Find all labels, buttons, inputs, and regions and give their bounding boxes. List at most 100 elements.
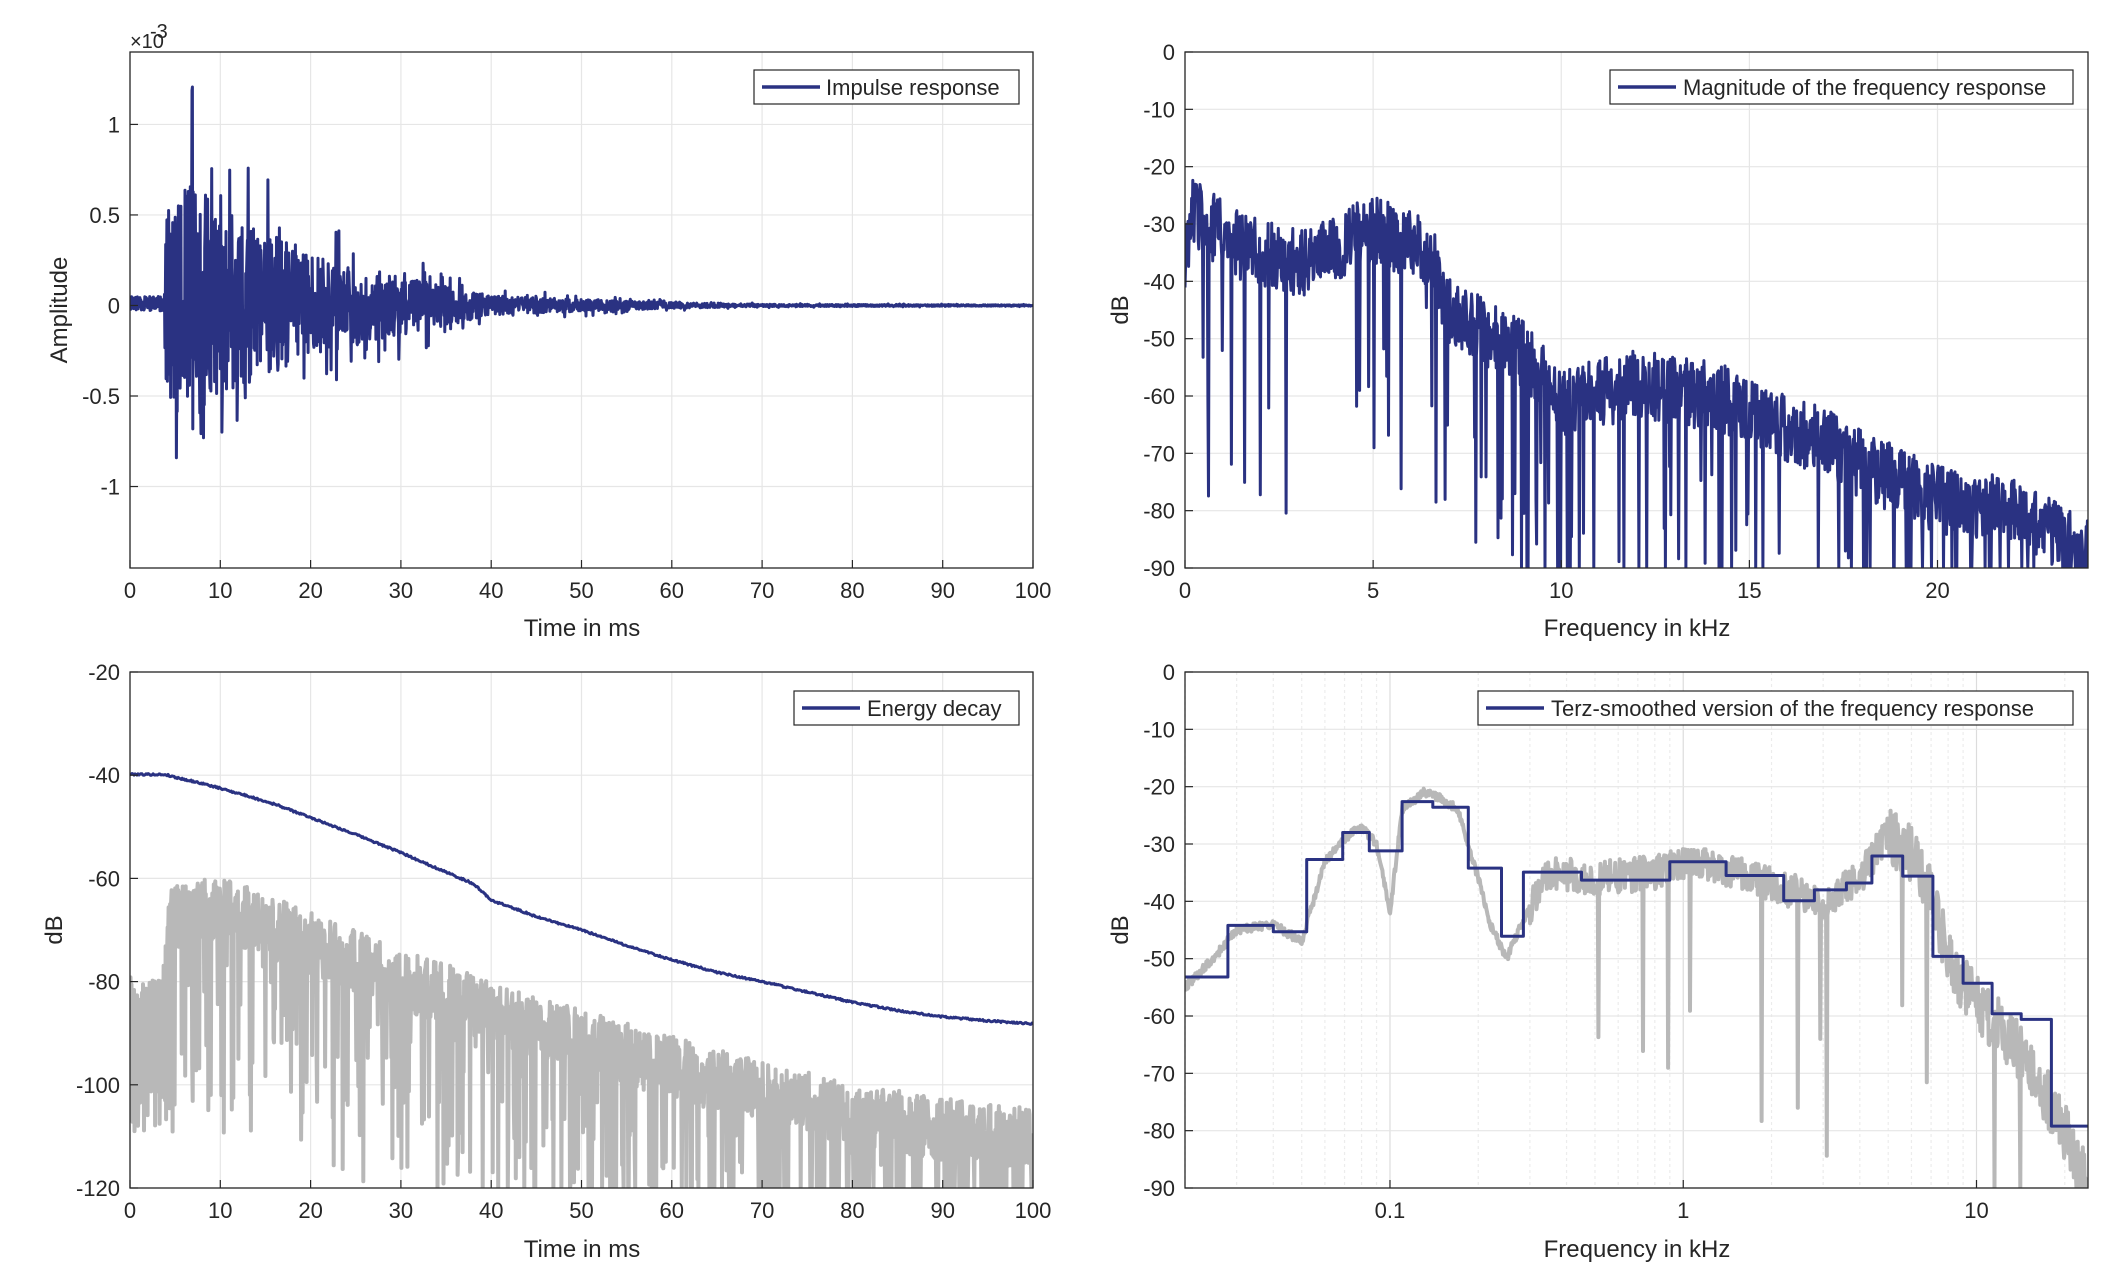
legend-box [1609,69,2074,105]
legend-label: Impulse response [826,75,1000,100]
y-tick-label: -40 [88,763,120,788]
y-axis-label: dB [41,915,68,944]
x-tick-label: 80 [840,578,864,603]
y-tick-label: 1 [108,112,120,137]
axes-frame [1184,671,2089,1189]
x-tick-label: 90 [930,578,954,603]
x-tick-label: 10 [1549,578,1573,603]
y-tick-label: -0.5 [82,384,120,409]
terz-smoothed-frequency-response-chart: 0.1 1 10 0 -10 -20 -30 -40 -50 -60 -70 -80 -90 Frequ… [1107,660,2089,1263]
x-tick-label: 0 [1179,578,1191,603]
y-axis-label: Amplitude [46,257,73,364]
y-tick-label: -80 [1143,499,1175,524]
y-tick-label: -50 [1143,947,1175,972]
plot-area: 0 10 20 30 40 50 60 70 80 90 100 -20 -40 -60 -80 -100 -1… [76,660,1051,1223]
x-tick-label: 20 [1925,578,1949,603]
x-tick-label: 90 [930,1198,954,1223]
x-tick-label: 100 [1015,578,1052,603]
series-group [130,85,1033,460]
series-group [130,772,1033,1188]
x-tick-label: 80 [840,1198,864,1223]
y-tick-label: 0.5 [89,203,120,228]
series-line-impulse-response [130,85,1033,460]
impulse-response-chart: 0 10 20 30 40 50 60 70 80 90 100 -1 -0.5 0 0.5 1 ×10 -3… [46,21,1051,642]
x-tick-label: 60 [660,578,684,603]
legend-label: Energy decay [867,696,1002,721]
x-tick-label: 0 [124,578,136,603]
series-line-energy-decay [130,772,1033,1026]
series-group [1185,178,2088,568]
legend: Impulse response [753,69,1020,105]
y-tick-label: -1 [100,475,120,500]
y-tick-label: 0 [1163,40,1175,65]
series-line-terz-smoothed-version-of-the-frequency-response [1185,800,2088,1128]
y-tick-label: -40 [1143,269,1175,294]
y-tick-label: -60 [88,866,120,891]
legend: Magnitude of the frequency response [1609,69,2074,105]
plot-area: 0 5 10 15 20 0 -10 -20 -30 -40 -50 -60 -70 -80 -90 [1143,40,2089,603]
y-tick-label: -90 [1143,1176,1175,1201]
x-tick-label: 100 [1015,1198,1052,1223]
x-axis-label: Frequency in kHz [1544,1236,1731,1263]
legend: Energy decay [793,690,1020,726]
y-exponent-power: -3 [150,21,168,43]
plot-area: 0.1 1 10 0 -10 -20 -30 -40 -50 -60 -70 -80 -90 [1143,660,2089,1223]
x-tick-label: 40 [479,578,503,603]
y-tick-label: -20 [1143,775,1175,800]
y-tick-label: -30 [1143,832,1175,857]
magnitude-frequency-response-chart: 0 5 10 15 20 0 -10 -20 -30 -40 -50 -60 -70 -80 -90 Fre… [1107,40,2089,642]
y-tick-label: -60 [1143,384,1175,409]
y-tick-label: -20 [1143,155,1175,180]
legend: Terz-smoothed version of the frequency r… [1477,690,2074,726]
y-tick-label: -80 [88,970,120,995]
x-tick-label: 20 [298,1198,322,1223]
y-exponent-base: ×10 [130,31,164,53]
y-tick-label: -20 [88,660,120,685]
x-tick-label: 60 [660,1198,684,1223]
y-tick-label: 0 [108,293,120,318]
series-line-background-gray [1185,786,2088,1188]
legend-box [1477,690,2074,726]
x-tick-label: 15 [1737,578,1761,603]
series-line-background-gray [130,877,1033,1188]
series-line-magnitude-of-the-frequency-response [1185,178,2088,568]
y-tick-label: -100 [76,1073,120,1098]
grid [1184,671,2088,1189]
x-tick-label: 70 [750,1198,774,1223]
x-tick-label: 0 [124,1198,136,1223]
y-tick-label: 0 [1163,660,1175,685]
y-axis-label: dB [1107,295,1134,324]
x-tick-label: 40 [479,1198,503,1223]
y-axis-label: dB [1107,915,1134,944]
legend-label: Terz-smoothed version of the frequency r… [1551,696,2034,721]
y-tick-label: -50 [1143,327,1175,352]
x-tick-label: 30 [389,1198,413,1223]
y-tick-label: -70 [1143,1061,1175,1086]
plot-area: 0 10 20 30 40 50 60 70 80 90 100 -1 -0.5 0 0.5 1 [82,51,1052,603]
y-tick-label: -60 [1143,1004,1175,1029]
x-axis-label: Frequency in kHz [1544,615,1731,642]
x-tick-label: 10 [1964,1198,1988,1223]
x-tick-label: 50 [569,578,593,603]
y-tick-label: -90 [1143,556,1175,581]
legend-label: Magnitude of the frequency response [1683,75,2046,100]
x-tick-label: 0.1 [1375,1198,1406,1223]
x-tick-label: 50 [569,1198,593,1223]
y-tick-label: -70 [1143,441,1175,466]
y-tick-label: -30 [1143,212,1175,237]
y-tick-label: -10 [1143,97,1175,122]
x-tick-label: 10 [208,578,232,603]
x-axis-label: Time in ms [524,1236,640,1263]
y-tick-label: -120 [76,1176,120,1201]
series-group [1185,786,2088,1188]
y-tick-label: -40 [1143,889,1175,914]
x-tick-label: 30 [389,578,413,603]
y-tick-label: -80 [1143,1119,1175,1144]
y-tick-label: -10 [1143,717,1175,742]
energy-decay-chart: 0 10 20 30 40 50 60 70 80 90 100 -20 -40 -60 -80 -100 -1… [41,660,1051,1263]
x-axis-label: Time in ms [524,615,640,642]
x-tick-label: 20 [298,578,322,603]
x-tick-label: 1 [1677,1198,1689,1223]
x-tick-label: 70 [750,578,774,603]
